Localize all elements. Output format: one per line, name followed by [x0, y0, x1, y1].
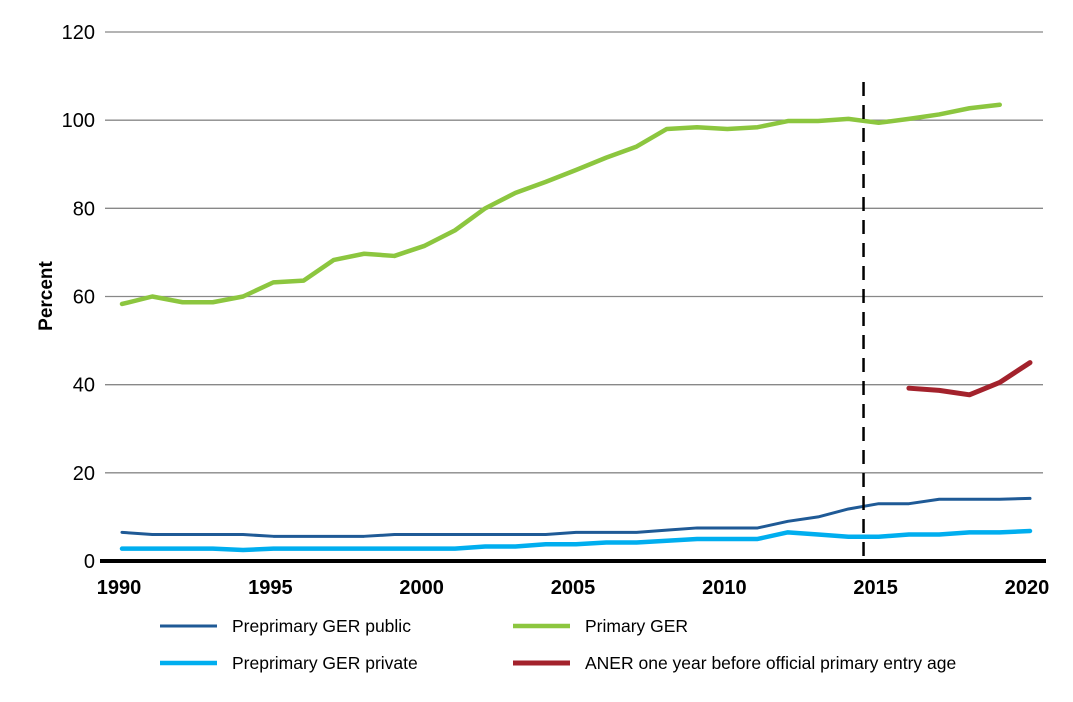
y-tick-label: 40: [73, 375, 95, 397]
series-line: [119, 102, 1002, 307]
y-tick-label: 120: [62, 22, 95, 44]
x-tick-label: 2010: [702, 577, 747, 599]
y-tick-label: 60: [73, 287, 95, 309]
x-tick-label: 2005: [551, 577, 596, 599]
series-line: [120, 496, 1032, 538]
y-axis-label: Percent: [36, 260, 57, 330]
series-line: [906, 360, 1033, 398]
x-tick-label: 2000: [399, 577, 444, 599]
x-tick-label: 2015: [853, 577, 898, 599]
legend-label: Preprimary GER public: [232, 616, 411, 636]
x-tick-label: 1990: [97, 577, 142, 599]
y-tick-label: 20: [73, 463, 95, 485]
y-tick-label: 100: [62, 110, 95, 132]
legend-label: ANER one year before official primary en…: [585, 653, 956, 673]
series-line: [119, 528, 1033, 553]
y-tick-label: 0: [84, 551, 95, 573]
legend-label: Preprimary GER private: [232, 653, 418, 673]
x-tick-label: 2020: [1005, 577, 1050, 599]
x-tick-label: 1995: [248, 577, 293, 599]
legend-label: Primary GER: [585, 616, 688, 636]
y-tick-label: 80: [73, 198, 95, 220]
